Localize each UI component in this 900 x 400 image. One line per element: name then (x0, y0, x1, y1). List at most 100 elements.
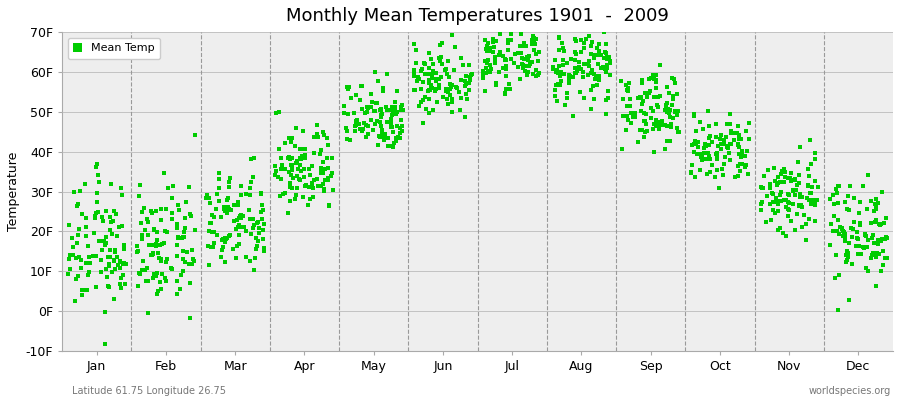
Point (774, 189, 788, 196)
Point (765, 191, 779, 198)
Point (105, 269, 120, 276)
Point (710, 156, 724, 162)
Point (647, 75, 662, 82)
Point (316, 180, 330, 187)
Point (847, 218, 861, 225)
Point (868, 216, 883, 223)
Point (256, 227, 270, 233)
Point (97, 238, 112, 244)
Point (186, 258, 201, 264)
Point (518, 68, 532, 74)
Point (581, 61, 596, 68)
Point (233, 224, 248, 230)
Point (517, 39, 531, 46)
Point (210, 232, 224, 239)
Point (734, 161, 749, 167)
Point (463, 76, 477, 82)
Point (781, 206, 796, 212)
Point (531, 58, 545, 64)
Point (63, 252, 77, 258)
Point (788, 176, 803, 182)
Point (710, 153, 724, 159)
Point (497, 6, 511, 13)
Point (380, 118, 394, 125)
Point (598, 48, 612, 55)
Point (421, 88, 436, 94)
Point (708, 134, 723, 140)
Point (367, 108, 382, 114)
Point (256, 206, 270, 213)
Point (424, 82, 438, 88)
Point (428, 70, 443, 76)
Point (113, 274, 128, 281)
Point (585, 83, 599, 90)
Point (114, 285, 129, 291)
Point (621, 116, 635, 123)
Point (853, 220, 868, 226)
Point (376, 133, 391, 140)
Point (232, 232, 247, 238)
Point (864, 220, 878, 226)
Point (838, 235, 852, 241)
Point (665, 102, 680, 108)
Point (218, 207, 232, 214)
Point (523, 60, 537, 67)
Point (145, 252, 159, 259)
Point (788, 187, 803, 194)
Point (462, 80, 476, 86)
Point (634, 108, 648, 114)
Point (274, 165, 288, 172)
Point (417, 60, 431, 66)
Point (394, 117, 409, 123)
Point (185, 246, 200, 253)
Point (98, 341, 112, 348)
Point (274, 155, 288, 162)
Point (637, 90, 652, 96)
Point (443, 81, 457, 87)
Point (373, 107, 387, 113)
Point (830, 190, 844, 196)
Point (95, 214, 110, 220)
Point (147, 271, 161, 278)
Point (112, 258, 127, 265)
Point (149, 229, 164, 235)
Point (658, 107, 672, 114)
Point (860, 172, 875, 178)
Point (581, 63, 596, 69)
Point (275, 191, 290, 197)
Point (568, 37, 582, 44)
Point (492, 68, 507, 75)
Point (861, 237, 876, 243)
Point (215, 247, 230, 254)
Point (780, 212, 795, 219)
Point (760, 167, 775, 173)
Point (603, 60, 617, 66)
Point (732, 151, 746, 157)
Point (255, 216, 269, 222)
Point (149, 270, 164, 276)
Point (207, 229, 221, 235)
Point (500, 47, 515, 54)
Point (829, 186, 843, 192)
Point (694, 151, 708, 157)
Point (452, 88, 466, 95)
Point (428, 85, 443, 92)
Point (868, 196, 883, 202)
Point (210, 191, 224, 197)
Point (488, 60, 502, 67)
Point (754, 201, 769, 207)
Point (502, 80, 517, 87)
Point (723, 121, 737, 128)
Point (234, 183, 248, 189)
Point (687, 149, 701, 155)
Point (310, 134, 325, 140)
Point (868, 219, 883, 226)
Point (255, 202, 269, 208)
Point (289, 125, 303, 131)
Point (135, 209, 149, 215)
Point (298, 151, 312, 158)
Point (388, 99, 402, 105)
Point (349, 92, 364, 98)
Point (521, 57, 535, 63)
Point (600, 88, 615, 94)
